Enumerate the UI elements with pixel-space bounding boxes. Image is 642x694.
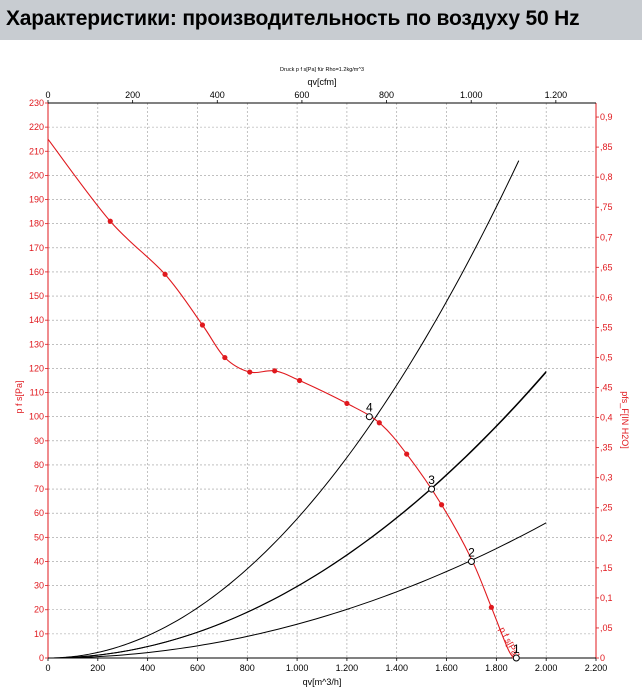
- top-tick-label: 800: [379, 90, 394, 100]
- right-tick-label: 0,9: [600, 112, 613, 122]
- x-tick-label: 1.000: [286, 663, 309, 673]
- right-tick-label: ,05: [600, 623, 613, 633]
- y-tick-label: 160: [29, 267, 44, 277]
- right-tick-label: ,15: [600, 563, 613, 573]
- operating-point-4: [365, 413, 373, 421]
- top-tick-label: 600: [294, 90, 309, 100]
- fan-curve-marker: [344, 400, 350, 407]
- performance-chart: Druck p f s[Pa] für Rho=1.2kg/m^3 qv[cfm…: [14, 67, 630, 687]
- y-tick-label: 120: [29, 363, 44, 373]
- y-tick-label: 210: [29, 146, 44, 156]
- right-tick-label: 0,2: [600, 533, 613, 543]
- top-tick-label: 0: [45, 90, 50, 100]
- right-tick-label: 0,3: [600, 473, 613, 483]
- y-tick-label: 0: [39, 653, 44, 663]
- fan-curve-marker: [488, 604, 494, 610]
- right-tick-label: 0,1: [600, 593, 613, 603]
- right-tick-label: 0,4: [600, 413, 613, 423]
- y-tick-label: 110: [30, 388, 44, 398]
- point-labels: 1 2 3 4: [365, 401, 520, 662]
- x-tick-label: 2.000: [535, 663, 558, 673]
- top-tick-label: 1.000: [460, 90, 483, 100]
- top-tick-label: 1.200: [545, 90, 568, 100]
- right-tick-label: ,35: [600, 443, 613, 453]
- y-tick-label: 50: [34, 532, 44, 542]
- right-tick-label: 0,8: [600, 172, 613, 182]
- system-curves: [47, 160, 547, 659]
- fan-curve: p f s[Pa]: [47, 138, 521, 659]
- operating-point-2: [467, 557, 475, 565]
- top-tick-label: 200: [125, 90, 140, 100]
- right-tick-label: ,45: [600, 383, 613, 393]
- fan-curve-marker: [404, 451, 410, 457]
- y-tick-label: 230: [29, 98, 44, 108]
- y-tick-label: 220: [29, 122, 44, 132]
- top-tick-label: 400: [210, 90, 225, 100]
- right-tick-label: ,65: [600, 262, 613, 272]
- system-curve-4: [47, 160, 520, 659]
- fan-curve-marker: [222, 354, 228, 361]
- operating-point-label-3: 3: [428, 473, 435, 487]
- x-axis-label-bottom: qv[m^3/h]: [303, 677, 342, 687]
- y-tick-label: 140: [29, 315, 44, 325]
- right-tick-label: 0,5: [600, 352, 613, 362]
- right-tick-label: ,85: [600, 142, 613, 152]
- y-tick-label: 200: [29, 170, 44, 180]
- y-tick-label: 130: [29, 339, 44, 349]
- operating-point-label-1: 1: [513, 642, 520, 656]
- y-tick-label: 100: [29, 412, 44, 422]
- operating-point-1: [512, 654, 520, 662]
- right-tick-label: 0: [600, 653, 605, 663]
- y-tick-label: 170: [29, 243, 44, 253]
- fan-curve-marker: [107, 218, 113, 224]
- y-tick-label: 40: [34, 556, 44, 566]
- right-tick-label: 0,7: [600, 232, 613, 242]
- fan-curve-marker: [199, 322, 206, 328]
- y-tick-label: 60: [34, 508, 44, 518]
- x-tick-label: 1.600: [435, 663, 458, 673]
- y-tick-label: 70: [34, 484, 44, 494]
- y-tick-label: 80: [34, 460, 44, 470]
- system-curve-3: [47, 371, 547, 659]
- x-tick-label: 400: [140, 663, 155, 673]
- fan-curve-line: [47, 138, 517, 659]
- y-axis-label-right: pfs_F[IN H2O]: [620, 391, 630, 449]
- y-tick-label: 20: [34, 605, 44, 615]
- right-tick-label: ,25: [600, 503, 613, 513]
- x-tick-label: 1.800: [485, 663, 508, 673]
- right-tick-label: ,75: [600, 202, 613, 212]
- y-tick-label: 180: [29, 219, 44, 229]
- axes: 0 200 400 600 800 1.000 1.200 1.400 1.600 1.800 2.…: [29, 90, 613, 673]
- chart-title: Druck p f s[Pa] für Rho=1.2kg/m^3: [280, 67, 364, 73]
- fan-curve-marker: [376, 420, 382, 426]
- y-tick-label: 190: [29, 195, 44, 205]
- fan-curve-marker: [438, 502, 445, 508]
- operating-point-label-4: 4: [366, 401, 373, 415]
- operating-point-3: [428, 485, 436, 493]
- right-tick-label: ,55: [600, 322, 613, 332]
- operating-point-label-2: 2: [468, 545, 475, 559]
- x-tick-label: 2.200: [585, 663, 608, 673]
- page-title: Характеристики: производительность по во…: [6, 7, 580, 30]
- fan-curve-marker: [162, 271, 168, 277]
- x-tick-label: 200: [90, 663, 105, 673]
- y-tick-label: 30: [34, 581, 44, 591]
- fan-curve-marker: [296, 377, 303, 384]
- y-tick-label: 90: [34, 436, 44, 446]
- x-axis-label-top: qv[cfm]: [307, 77, 336, 87]
- x-tick-label: 800: [240, 663, 255, 673]
- x-tick-label: 0: [45, 663, 50, 673]
- y-tick-label: 10: [34, 629, 44, 639]
- header-bar: Характеристики: производительность по во…: [0, 0, 642, 40]
- right-tick-label: 0,6: [600, 292, 613, 302]
- x-tick-label: 1.200: [336, 663, 359, 673]
- system-curve-1: [47, 522, 547, 659]
- fan-curve-marker: [272, 368, 278, 374]
- y-tick-label: 150: [29, 291, 44, 301]
- fan-curve-marker: [247, 369, 253, 375]
- x-tick-label: 600: [190, 663, 205, 673]
- x-tick-label: 1.400: [385, 663, 408, 673]
- grid: [48, 103, 596, 658]
- y-axis-label-left: p f s[Pa]: [14, 380, 24, 413]
